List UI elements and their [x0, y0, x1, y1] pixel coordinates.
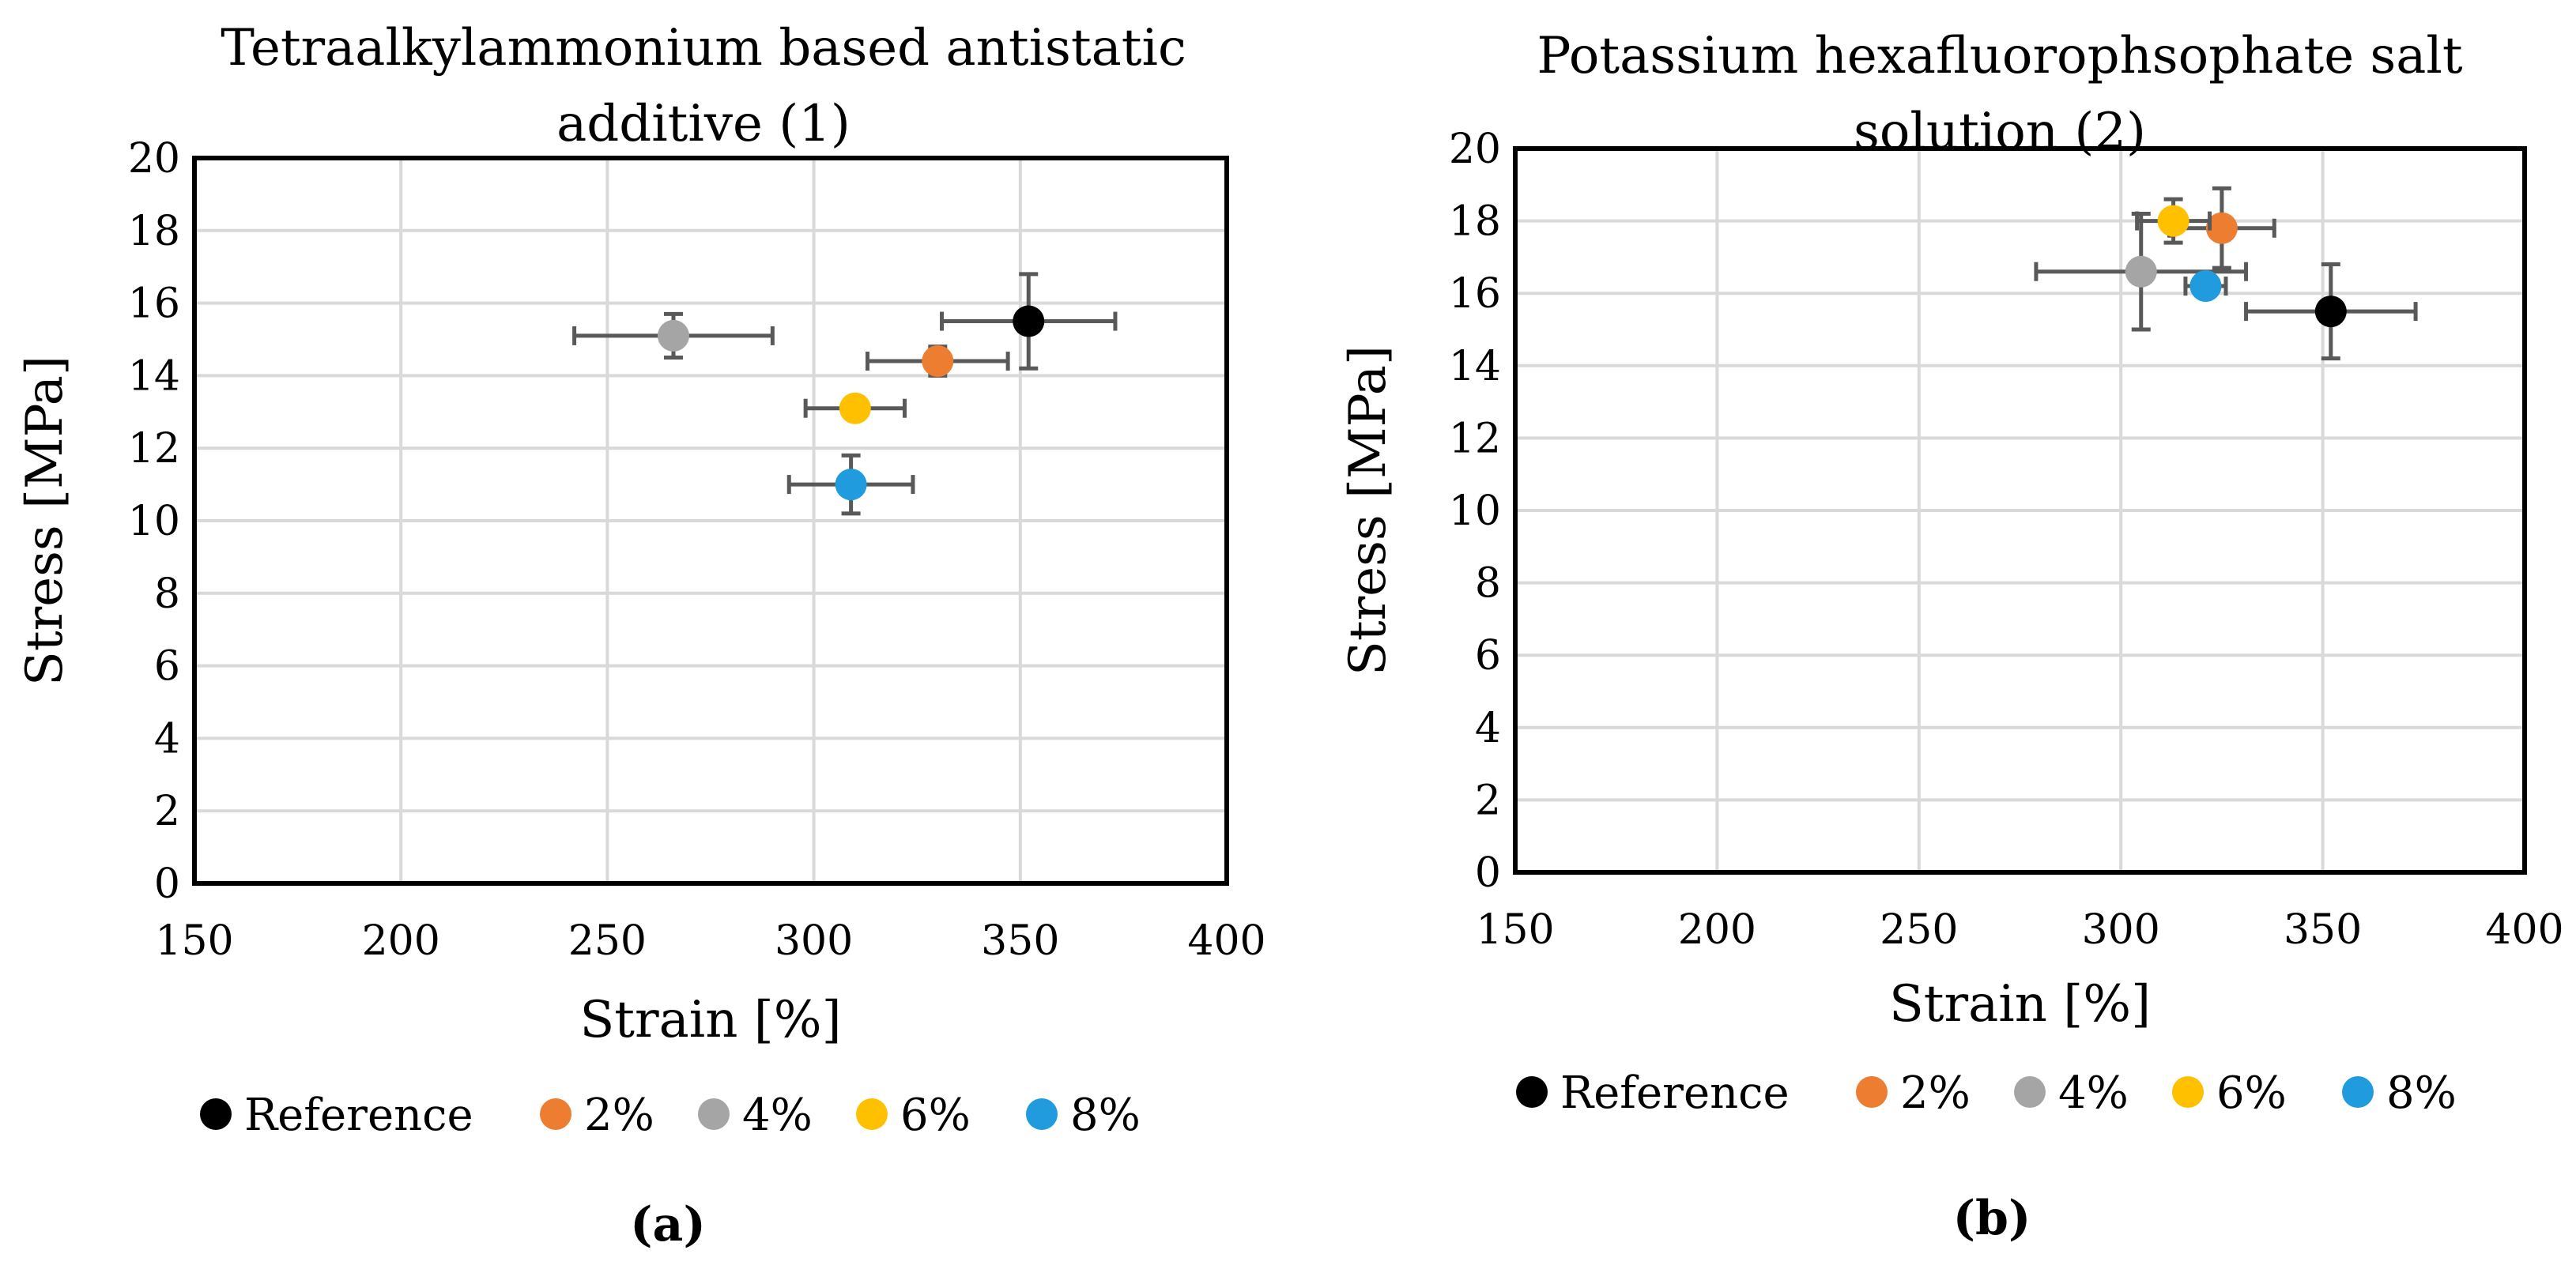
- legend-reference-marker: [1516, 1076, 1548, 1108]
- y-tick-label: 14: [1449, 343, 1501, 390]
- y-tick-label: 18: [128, 208, 180, 255]
- y-tick-label: 10: [1449, 488, 1501, 535]
- chart-title: additive (1): [556, 95, 850, 153]
- y-axis-label: Stress [MPa]: [1339, 345, 1397, 676]
- legend-reference-marker: [200, 1098, 232, 1130]
- legend-2pct-marker: [1856, 1076, 1888, 1108]
- y-tick-label: 2: [154, 788, 180, 835]
- point-8pct-marker: [2189, 270, 2222, 303]
- y-tick-label: 2: [1475, 777, 1501, 824]
- legend-4pct-marker: [2014, 1076, 2046, 1108]
- y-tick-label: 16: [1449, 270, 1501, 318]
- x-tick-label: 350: [981, 917, 1059, 965]
- y-tick-label: 8: [154, 570, 180, 618]
- y-tick-label: 20: [1449, 126, 1501, 173]
- chart-a: Tetraalkylammonium based antistatic addit…: [16, 19, 1266, 1252]
- legend-reference-label: Reference: [244, 1090, 473, 1141]
- point-reference-marker: [1013, 305, 1045, 337]
- x-tick-label: 150: [155, 917, 233, 965]
- chart-b: Potassium hexafluorophsophate salt soluti…: [1339, 27, 2564, 1246]
- point-4pct-marker: [2125, 255, 2157, 288]
- y-tick-label: 0: [154, 860, 180, 908]
- x-tick-label: 200: [1678, 906, 1756, 954]
- figure-caption: (b): [1953, 1191, 2031, 1246]
- y-tick-label: 12: [1449, 415, 1501, 462]
- legend-reference-label: Reference: [1560, 1068, 1790, 1119]
- y-tick-label: 0: [1475, 849, 1501, 897]
- point-2pct-marker: [922, 345, 954, 378]
- x-tick-label: 300: [2082, 906, 2160, 954]
- chart-title: solution (2): [1854, 103, 2146, 161]
- y-tick-label: 16: [128, 281, 180, 328]
- y-tick-label: 12: [128, 425, 180, 473]
- legend-8pct-label: 8%: [2386, 1068, 2457, 1119]
- point-8pct-marker: [835, 469, 867, 501]
- y-tick-label: 6: [1475, 632, 1501, 680]
- legend-8pct-marker: [1026, 1098, 1058, 1130]
- x-tick-label: 200: [362, 917, 440, 965]
- figure-caption: (a): [630, 1197, 706, 1252]
- legend-6pct-label: 6%: [900, 1090, 971, 1141]
- plot-frame: [1513, 146, 2527, 875]
- point-2pct-marker: [2205, 212, 2238, 244]
- x-axis-label: Strain [%]: [579, 991, 841, 1049]
- legend-2pct-label: 2%: [584, 1090, 654, 1141]
- y-axis-label: Stress [MPa]: [16, 356, 74, 686]
- legend-8pct-marker: [2342, 1076, 2374, 1108]
- y-tick-label: 20: [128, 135, 180, 183]
- legend-6pct-marker: [856, 1098, 888, 1130]
- legend-2pct-label: 2%: [1900, 1068, 1971, 1119]
- y-tick-label: 10: [128, 498, 180, 545]
- legend-2pct-marker: [540, 1098, 571, 1130]
- legend-6pct-label: 6%: [2216, 1068, 2287, 1119]
- point-reference-marker: [2314, 296, 2347, 328]
- x-tick-label: 400: [1187, 917, 1265, 965]
- y-tick-label: 6: [154, 643, 180, 691]
- x-tick-label: 400: [2485, 906, 2563, 954]
- x-tick-label: 300: [775, 917, 853, 965]
- chart-title: Potassium hexafluorophsophate salt: [1537, 27, 2463, 85]
- legend-4pct-label: 4%: [742, 1090, 813, 1141]
- point-6pct-marker: [839, 392, 871, 424]
- legend-4pct-marker: [698, 1098, 730, 1130]
- chart-title: Tetraalkylammonium based antistatic: [221, 19, 1186, 77]
- plot-frame: [192, 156, 1229, 886]
- x-tick-label: 350: [2284, 906, 2362, 954]
- y-tick-label: 14: [128, 352, 180, 400]
- point-4pct-marker: [657, 319, 689, 352]
- y-tick-label: 4: [1475, 705, 1501, 752]
- x-tick-label: 250: [568, 917, 647, 965]
- x-tick-label: 250: [1880, 906, 1958, 954]
- point-6pct-marker: [2157, 205, 2189, 237]
- legend-6pct-marker: [2172, 1076, 2204, 1108]
- y-tick-label: 18: [1449, 198, 1501, 246]
- y-tick-label: 4: [154, 715, 180, 763]
- y-tick-label: 8: [1475, 560, 1501, 608]
- x-axis-label: Strain [%]: [1889, 975, 2151, 1034]
- x-tick-label: 150: [1476, 906, 1554, 954]
- legend-4pct-label: 4%: [2058, 1068, 2129, 1119]
- legend-8pct-label: 8%: [1070, 1090, 1141, 1141]
